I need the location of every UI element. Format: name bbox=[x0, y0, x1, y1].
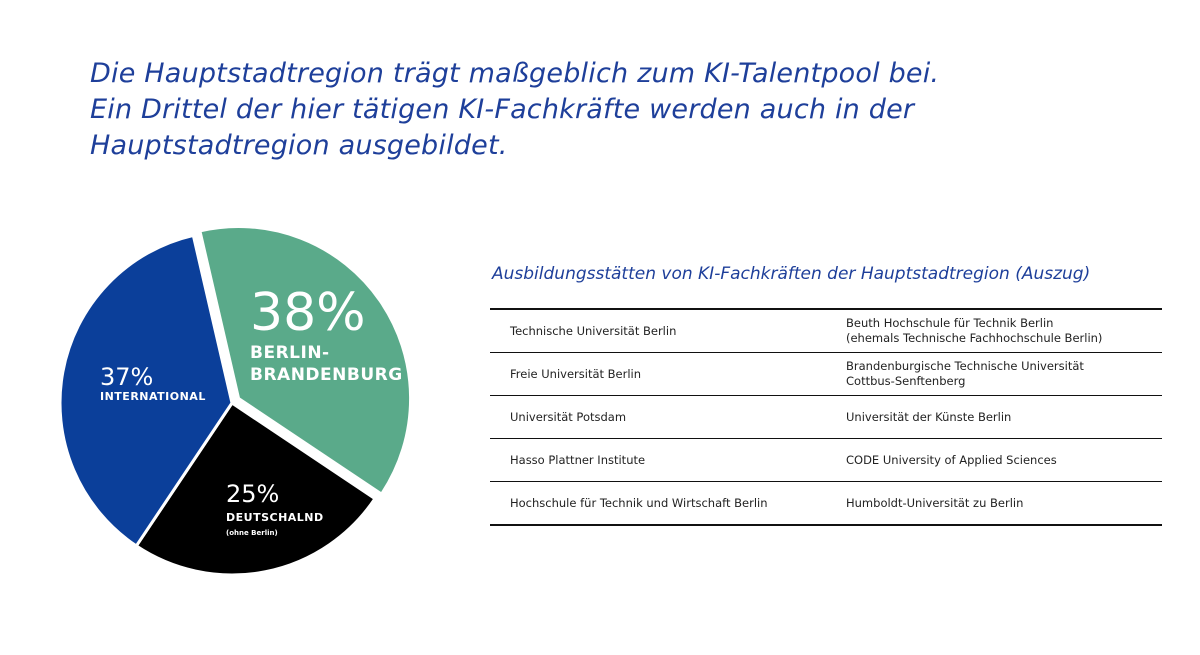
institution-cell-right: Brandenburgische Technische Universität … bbox=[826, 352, 1162, 396]
table-row: Hochschule für Technik und Wirtschaft Be… bbox=[490, 482, 1162, 526]
table-title: Ausbildungsstätten von KI-Fachkräften de… bbox=[492, 264, 1091, 284]
pie-category-label: BERLIN-BRANDENBURG bbox=[250, 343, 403, 385]
table-row: Universität Potsdam Universität der Künst… bbox=[490, 395, 1162, 439]
institution-cell-left: Hasso Plattner Institute bbox=[490, 438, 826, 482]
pie-slice bbox=[58, 233, 234, 549]
institution-cell-right: Humboldt-Universität zu Berlin bbox=[846, 495, 1024, 510]
headline: Die Hauptstadtregion trägt maßgeblich zu… bbox=[90, 56, 990, 164]
institution-cell-right: Beuth Hochschule für Technik Berlin (ehe… bbox=[826, 309, 1162, 353]
pie-value-label: 37% bbox=[100, 363, 153, 391]
pie-value-label: 38% bbox=[250, 283, 366, 343]
table-row: Freie Universität Berlin Brandenburgische… bbox=[490, 352, 1162, 396]
pie-category-label: INTERNATIONAL bbox=[100, 390, 206, 403]
institution-cell-left: Universität Potsdam bbox=[490, 395, 826, 439]
institution-cell-left: Hochschule für Technik und Wirtschaft Be… bbox=[510, 495, 768, 510]
headline-line-2: Ein Drittel der hier tätigen KI-Fachkräf… bbox=[90, 94, 915, 125]
pie-slice bbox=[134, 400, 378, 577]
headline-line-1: Die Hauptstadtregion trägt maßgeblich zu… bbox=[90, 58, 940, 89]
institution-cell-left: Technische Universität Berlin bbox=[490, 309, 826, 353]
table-row: Hasso Plattner Institute CODE University … bbox=[490, 438, 1162, 482]
pie-value-label: 25% bbox=[226, 480, 279, 508]
pie-category-sublabel: (ohne Berlin) bbox=[226, 529, 278, 537]
institutions-table: Technische Universität Berlin Beuth Hochs… bbox=[490, 308, 1162, 526]
table-row: Technische Universität Berlin Beuth Hochs… bbox=[490, 309, 1162, 353]
pie-slice bbox=[198, 225, 413, 497]
institution-cell-right: CODE University of Applied Sciences bbox=[826, 438, 1162, 482]
institution-cell-left: Freie Universität Berlin bbox=[490, 352, 826, 396]
pie-category-label: DEUTSCHALND bbox=[226, 511, 324, 524]
institution-cell-right: Universität der Künste Berlin bbox=[826, 395, 1162, 439]
headline-line-3: Hauptstadtregion ausgebildet. bbox=[90, 130, 508, 161]
pie-chart: 38%BERLIN-BRANDENBURG 25% DEUTSCHALND (ohne… bbox=[58, 225, 413, 577]
